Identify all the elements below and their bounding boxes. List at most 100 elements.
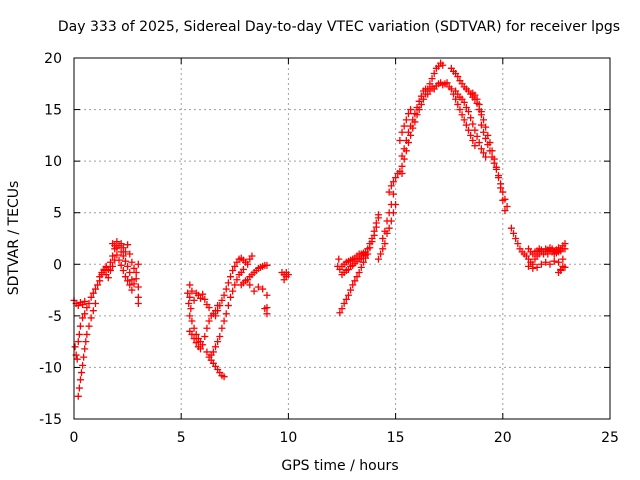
data-point — [475, 100, 483, 108]
data-point — [392, 174, 400, 182]
data-point — [374, 211, 382, 219]
data-point — [336, 309, 344, 317]
data-point — [370, 227, 378, 235]
data-point — [199, 341, 207, 349]
data-point — [188, 287, 196, 295]
data-point — [78, 369, 86, 377]
data-point — [492, 165, 500, 173]
data-point — [196, 345, 204, 353]
data-point — [203, 348, 211, 356]
data-point — [452, 95, 460, 103]
y-tick-label: -15 — [39, 412, 62, 428]
data-point — [199, 290, 207, 298]
data-point — [404, 128, 412, 136]
data-point — [203, 324, 211, 332]
data-point — [482, 123, 490, 131]
data-point — [430, 69, 438, 77]
data-point — [398, 170, 406, 178]
data-point — [497, 184, 505, 192]
data-point — [454, 100, 462, 108]
data-point — [464, 126, 472, 134]
data-point — [218, 296, 226, 304]
data-point — [124, 262, 132, 270]
data-point — [400, 122, 408, 130]
data-point — [464, 108, 472, 116]
data-point — [338, 305, 346, 313]
data-point — [128, 258, 136, 266]
data-point — [407, 122, 415, 130]
data-point — [188, 330, 196, 338]
data-point — [462, 104, 470, 112]
data-point — [340, 299, 348, 307]
data-point — [512, 235, 520, 242]
data-point — [104, 274, 112, 282]
data-point — [201, 332, 209, 340]
data-point — [477, 145, 485, 153]
data-point — [259, 285, 267, 293]
data-point — [85, 299, 93, 307]
data-point — [222, 310, 230, 318]
y-axis-label: SDTVAR / TECUs — [6, 181, 22, 296]
data-point — [248, 252, 256, 260]
data-point — [537, 260, 545, 268]
data-point — [94, 281, 102, 289]
data-point — [428, 75, 436, 83]
data-point — [357, 263, 365, 271]
data-point — [488, 153, 496, 161]
data-point — [239, 265, 247, 273]
data-point — [212, 343, 220, 351]
data-point — [81, 310, 89, 318]
data-point — [83, 330, 91, 338]
data-point — [119, 266, 127, 274]
data-point — [192, 339, 200, 347]
data-point — [113, 238, 121, 246]
data-point — [75, 384, 83, 392]
data-point — [385, 224, 393, 232]
data-point — [132, 269, 140, 277]
x-tick-label: 15 — [387, 430, 405, 446]
data-point — [364, 245, 372, 253]
data-point — [503, 203, 511, 211]
data-point — [477, 121, 485, 129]
data-point — [557, 266, 565, 274]
x-axis-label: GPS time / hours — [281, 458, 398, 474]
data-point — [555, 258, 563, 266]
data-point — [499, 188, 507, 196]
data-point — [85, 322, 93, 330]
data-point — [224, 302, 232, 310]
data-point — [469, 120, 477, 128]
data-point — [409, 116, 417, 124]
y-tick-label: 10 — [44, 154, 62, 170]
data-point — [190, 335, 198, 343]
data-point — [374, 255, 382, 263]
data-point — [83, 304, 91, 312]
data-point — [119, 244, 127, 252]
data-point — [80, 353, 88, 361]
data-point — [490, 159, 498, 167]
data-point — [75, 330, 83, 338]
data-point — [550, 257, 558, 265]
axis-ticks: 0 5 10 15 20 25 -15 -10 -5 0 5 10 15 20 — [39, 51, 619, 446]
data-point — [126, 250, 134, 258]
data-point — [212, 312, 220, 320]
data-point — [385, 209, 393, 217]
data-point — [76, 322, 84, 330]
data-point — [359, 258, 367, 266]
data-point — [284, 271, 292, 279]
data-point — [186, 312, 194, 320]
series-arc-3-tail — [507, 224, 569, 277]
data-point — [205, 317, 213, 325]
data-point — [128, 286, 136, 294]
data-point — [467, 131, 475, 139]
data-point — [134, 293, 142, 301]
data-point — [507, 224, 515, 232]
data-point — [501, 207, 509, 215]
data-point — [471, 126, 479, 134]
data-point — [398, 128, 406, 136]
data-point — [76, 376, 84, 384]
data-point — [349, 281, 357, 289]
data-point — [387, 200, 395, 208]
data-point — [74, 392, 82, 400]
data-point — [344, 291, 352, 299]
